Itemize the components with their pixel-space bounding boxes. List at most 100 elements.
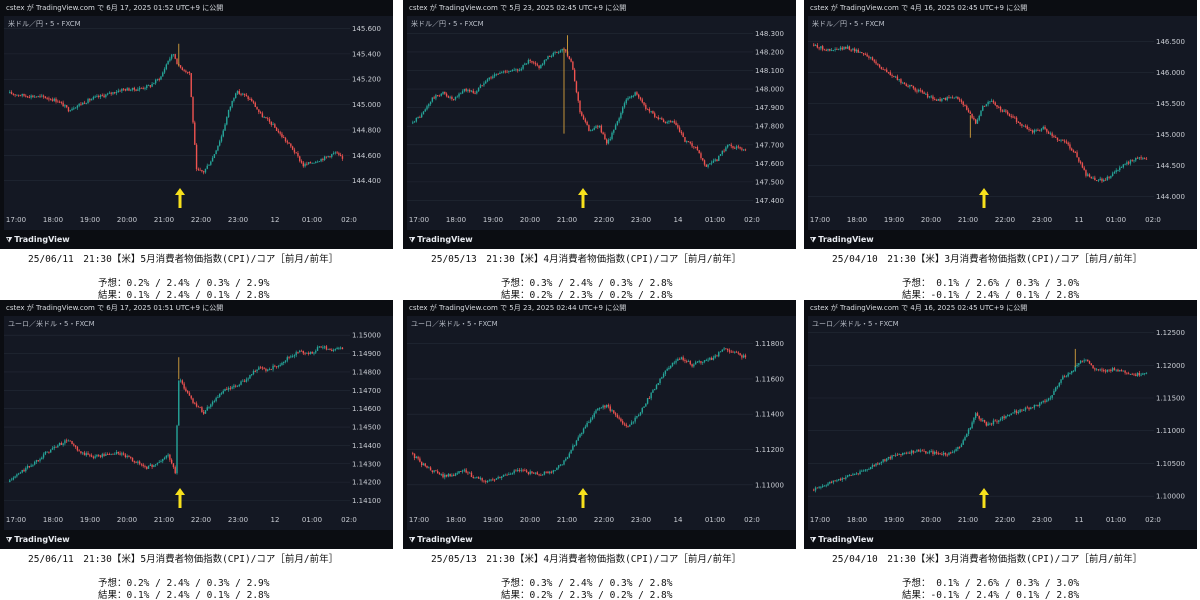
candlestick-chart[interactable]: 145.600 145.400 145.200 145.000 144.800 144.6… [4, 16, 393, 230]
plot-area[interactable]: 146.500 146.000 145.500 145.000 144.500 144.0… [808, 16, 1197, 230]
candle-body [105, 454, 107, 456]
candlestick-chart[interactable]: 1.11800 1.11600 1.11400 1.11200 1.11000 17:00… [407, 316, 796, 530]
x-tick-label: 17:00 [810, 516, 830, 524]
tradingview-logo[interactable]: ⧩ TradingView [6, 535, 70, 545]
candle-body [703, 160, 706, 165]
candle-body [689, 142, 691, 144]
candle-body [238, 91, 240, 94]
candle-body [621, 107, 624, 113]
y-tick-label: 144.600 [352, 152, 381, 160]
candle-body [110, 92, 112, 94]
publish-info: cstex が TradingView.com で 4月 16, 2025 02… [804, 0, 1197, 16]
candle-body [495, 73, 498, 75]
candle-body [912, 450, 915, 453]
candle-body [299, 156, 301, 162]
candle-body [636, 92, 638, 95]
y-tick-label: 1.14700 [352, 387, 381, 395]
candle-body [925, 451, 927, 454]
candle-body [96, 454, 98, 457]
candle-body [969, 112, 972, 114]
x-tick-label: 23:00 [631, 516, 651, 524]
candle-body [1058, 140, 1060, 141]
candle-body [495, 478, 498, 480]
candle-body [142, 464, 144, 467]
candle-body [730, 351, 732, 353]
candle-body [1076, 364, 1078, 366]
candle-body [199, 169, 201, 171]
candle-body [206, 407, 208, 411]
tradingview-logo[interactable]: ⧩ TradingView [409, 535, 473, 545]
candle-body [1101, 369, 1103, 371]
candle-body [501, 476, 503, 478]
candle-body [229, 106, 232, 110]
candle-body [684, 137, 686, 142]
candle-body [259, 112, 262, 114]
candle-body [1095, 369, 1098, 371]
candle-body [870, 57, 872, 59]
candle-body [894, 76, 897, 78]
candle-body [671, 121, 674, 123]
candle-body [834, 480, 836, 482]
candle-body [185, 70, 187, 72]
x-tick-label: 22:00 [995, 516, 1015, 524]
tradingview-logo[interactable]: ⧩ TradingView [409, 235, 473, 245]
candle-body [639, 412, 642, 415]
candle-body [1014, 117, 1016, 119]
candle-body [645, 104, 647, 110]
candle-body [557, 52, 560, 54]
up-arrow-icon [578, 188, 588, 195]
candle-body [926, 93, 929, 98]
candle-body [311, 162, 313, 164]
candle-body [916, 90, 918, 92]
plot-area[interactable]: 148.300 148.200 148.100 148.000 147.900 147.8… [407, 16, 796, 230]
candle-body [206, 165, 208, 169]
candle-body [424, 463, 426, 466]
x-tick-label: 21:00 [958, 516, 978, 524]
x-tick-label: 21:00 [154, 516, 174, 524]
symbol-label: ユーロ／米ドル・5・FXCM [8, 320, 95, 328]
candlestick-chart[interactable]: 1.12500 1.12000 1.11500 1.11000 1.10500 1.100… [808, 316, 1197, 530]
candle-body [1129, 373, 1132, 375]
candle-body [632, 421, 635, 423]
x-tick-label: 11 [1075, 516, 1084, 524]
candle-body [600, 407, 603, 409]
x-tick-label: 19:00 [884, 516, 904, 524]
candle-body [541, 63, 544, 65]
candlestick-chart[interactable]: 146.500 146.000 145.500 145.000 144.500 144.0… [808, 16, 1197, 230]
candle-body [1076, 152, 1078, 158]
symbol-label: 米ドル／円・5・FXCM [411, 20, 484, 28]
candle-body [456, 96, 458, 98]
candle-body [573, 445, 576, 446]
candle-body [1090, 363, 1092, 366]
plot-area[interactable]: 1.15000 1.14900 1.14800 1.14700 1.14600 1.145… [4, 316, 393, 530]
candle-body [531, 61, 533, 63]
plot-area[interactable]: 1.12500 1.12000 1.11500 1.11000 1.10500 1.100… [808, 316, 1197, 530]
y-tick-label: 1.11000 [1156, 427, 1185, 435]
candle-body [591, 416, 594, 420]
candle-body [907, 452, 909, 454]
caption-forecast: 予想：0.3% / 2.4% / 0.3% / 2.8% [501, 278, 673, 289]
candle-body [1055, 137, 1057, 139]
candlestick-chart[interactable]: 148.300 148.200 148.100 148.000 147.900 147.8… [407, 16, 796, 230]
candle-body [331, 154, 333, 157]
candle-body [511, 473, 514, 475]
plot-area[interactable]: 1.11800 1.11600 1.11400 1.11200 1.11000 17:00… [407, 316, 796, 530]
candle-body [547, 56, 549, 60]
candle-body [325, 346, 328, 350]
candle-body [638, 94, 640, 98]
plot-area[interactable]: 145.600 145.400 145.200 145.000 144.800 144.6… [4, 16, 393, 230]
x-tick-label: 02:0 [341, 216, 357, 224]
tradingview-logo[interactable]: ⧩ TradingView [810, 535, 874, 545]
candle-body [235, 385, 237, 387]
candle-body [982, 419, 984, 421]
candle-body [176, 425, 178, 474]
candle-body [26, 96, 29, 98]
x-tick-label: 14 [674, 216, 683, 224]
candlestick-chart[interactable]: 1.15000 1.14900 1.14800 1.14700 1.14600 1.145… [4, 316, 393, 530]
x-tick-label: 22:00 [594, 216, 614, 224]
tradingview-logo[interactable]: ⧩ TradingView [6, 235, 70, 245]
tradingview-logo[interactable]: ⧩ TradingView [810, 235, 874, 245]
candle-body [204, 410, 207, 414]
candle-body [951, 97, 954, 99]
candle-body [454, 96, 457, 100]
